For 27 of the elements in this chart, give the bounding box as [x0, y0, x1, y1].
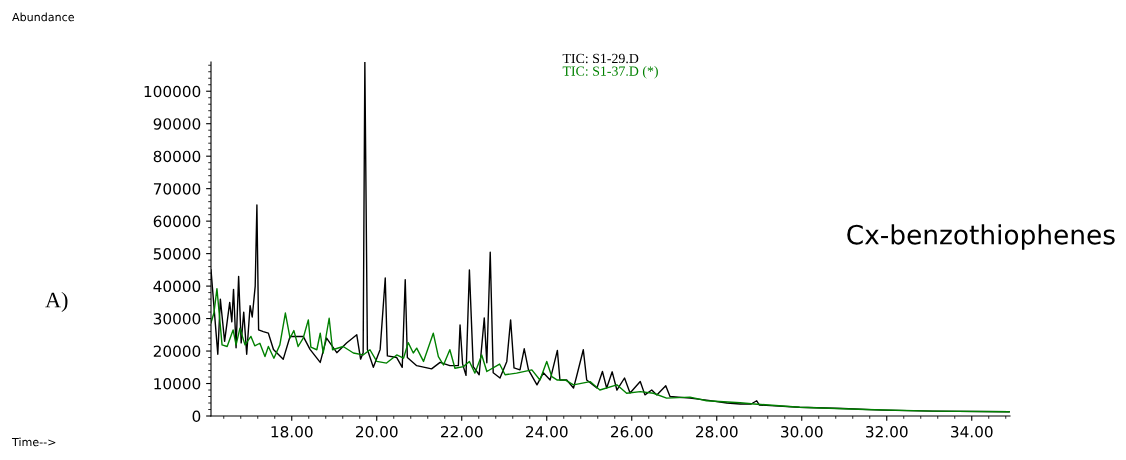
annotation: Cx-benzothiophenes	[847, 224, 1115, 250]
y-tick-label: 60000	[153, 215, 201, 228]
y-tick-label: 10000	[154, 377, 201, 390]
text: Abundance	[12, 12, 74, 22]
line-series	[211, 287, 1010, 413]
y-tick-label: 90000	[153, 118, 201, 130]
text: Time-->	[11, 437, 56, 447]
text: TIC: S1-37.D (*)	[562, 66, 658, 79]
y-tick-label: 100000	[144, 85, 201, 98]
y-tick-label: 50000	[153, 248, 201, 260]
x-tick-label: 20.00	[356, 425, 398, 438]
y-tick-label: 0	[192, 410, 201, 423]
y-tick-label: 80000	[153, 150, 201, 163]
x-tick-label: 26.00	[611, 425, 653, 438]
x-tick-label: 28.00	[696, 425, 738, 438]
text: TIC: S1-29.D	[562, 53, 639, 64]
y-tick-label: 40000	[153, 280, 201, 293]
x-tick-label: 24.00	[526, 425, 568, 438]
x-tick-label: 18.00	[271, 425, 313, 438]
x-tick-label: 32.00	[866, 425, 908, 438]
y-tick-label: 70000	[153, 183, 201, 195]
y-tick-label: 30000	[153, 313, 201, 325]
x-tick-label: 22.00	[441, 425, 483, 438]
y-tick-label: 20000	[153, 345, 201, 358]
x-tick-label: 30.00	[781, 425, 823, 438]
x-tick-label: 34.00	[951, 425, 993, 438]
text: A)	[45, 291, 68, 313]
